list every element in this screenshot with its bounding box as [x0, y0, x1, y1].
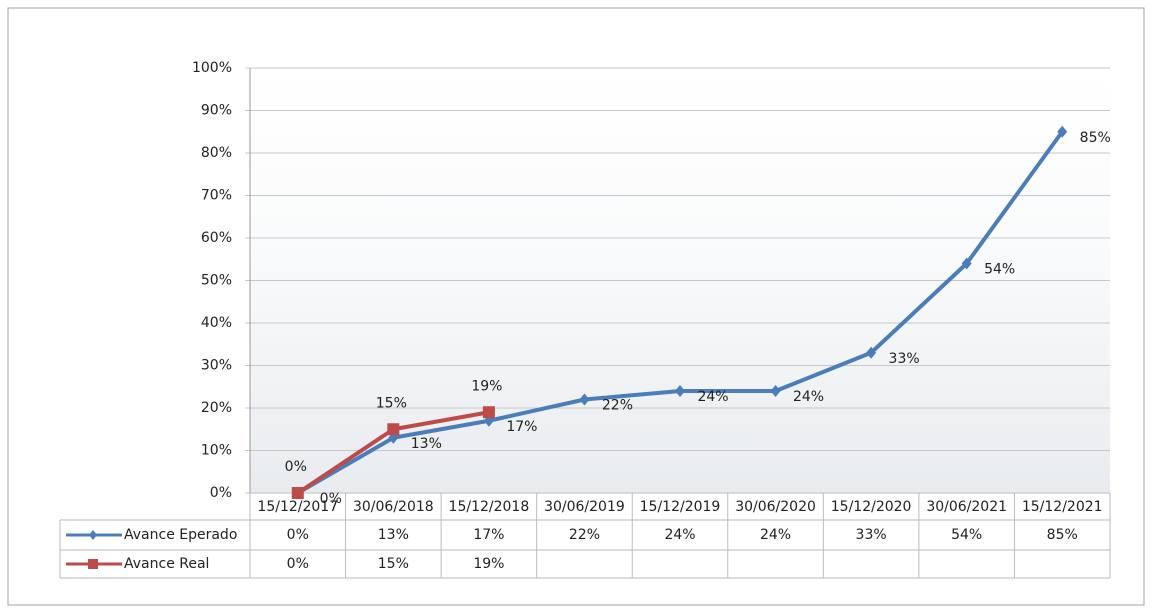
data-label: 54%: [984, 262, 1015, 278]
y-tick-label: 40%: [201, 315, 232, 331]
data-label: 0%: [320, 491, 342, 507]
legend-marker: [88, 559, 98, 569]
data-label: 85%: [1080, 130, 1111, 146]
table-cell: 24%: [760, 527, 791, 543]
x-tick-label: 30/06/2018: [353, 499, 434, 515]
y-tick-label: 60%: [201, 230, 232, 246]
data-label: 19%: [471, 378, 502, 394]
table-cell: 24%: [664, 527, 695, 543]
marker: [291, 487, 304, 499]
legend-label: Avance Eperado: [124, 527, 237, 543]
table-cell: 22%: [569, 527, 600, 543]
x-tick-label: 15/12/2018: [449, 499, 530, 515]
data-label: 15%: [376, 395, 407, 411]
marker: [387, 423, 400, 436]
data-label: 33%: [889, 351, 920, 367]
marker: [961, 257, 972, 270]
table-cell: 54%: [951, 527, 982, 543]
data-label: 0%: [285, 459, 307, 475]
table-cell: 19%: [473, 556, 504, 572]
x-tick-label: 15/12/2019: [640, 499, 721, 515]
table-cell: 0%: [287, 527, 309, 543]
y-tick-label: 100%: [192, 60, 232, 76]
marker: [770, 385, 781, 397]
x-tick-label: 30/06/2020: [735, 499, 816, 515]
marker: [579, 393, 590, 406]
marker: [675, 385, 685, 397]
x-tick-label: 30/06/2021: [926, 499, 1007, 515]
table-cell: 33%: [856, 527, 887, 543]
data-label: 24%: [697, 389, 728, 405]
marker: [482, 406, 495, 419]
x-tick-label: 15/12/2020: [831, 499, 912, 515]
y-tick-label: 70%: [201, 188, 232, 204]
data-label: 22%: [602, 398, 633, 414]
y-tick-label: 90%: [201, 103, 232, 119]
marker: [1057, 125, 1068, 138]
y-tick-label: 0%: [210, 485, 232, 501]
table-cell: 15%: [378, 556, 409, 572]
marker: [866, 346, 877, 359]
table-cell: 0%: [287, 556, 309, 572]
table-cell: 85%: [1047, 527, 1078, 543]
x-tick-label: 15/12/2021: [1022, 499, 1103, 515]
table-cell: 13%: [378, 527, 409, 543]
legend-label: Avance Real: [124, 556, 209, 572]
data-label: 24%: [793, 389, 824, 405]
x-tick-label: 30/06/2019: [544, 499, 625, 515]
y-tick-label: 10%: [201, 443, 232, 459]
y-tick-label: 30%: [201, 358, 232, 374]
data-label: 13%: [411, 436, 442, 452]
y-tick-label: 80%: [201, 145, 232, 161]
legend-marker: [89, 530, 97, 540]
y-tick-label: 20%: [201, 400, 232, 416]
y-tick-label: 50%: [201, 273, 232, 289]
x-tick-label: 15/12/2017: [257, 499, 338, 515]
table-cell: 17%: [473, 527, 504, 543]
data-label: 17%: [506, 419, 537, 435]
